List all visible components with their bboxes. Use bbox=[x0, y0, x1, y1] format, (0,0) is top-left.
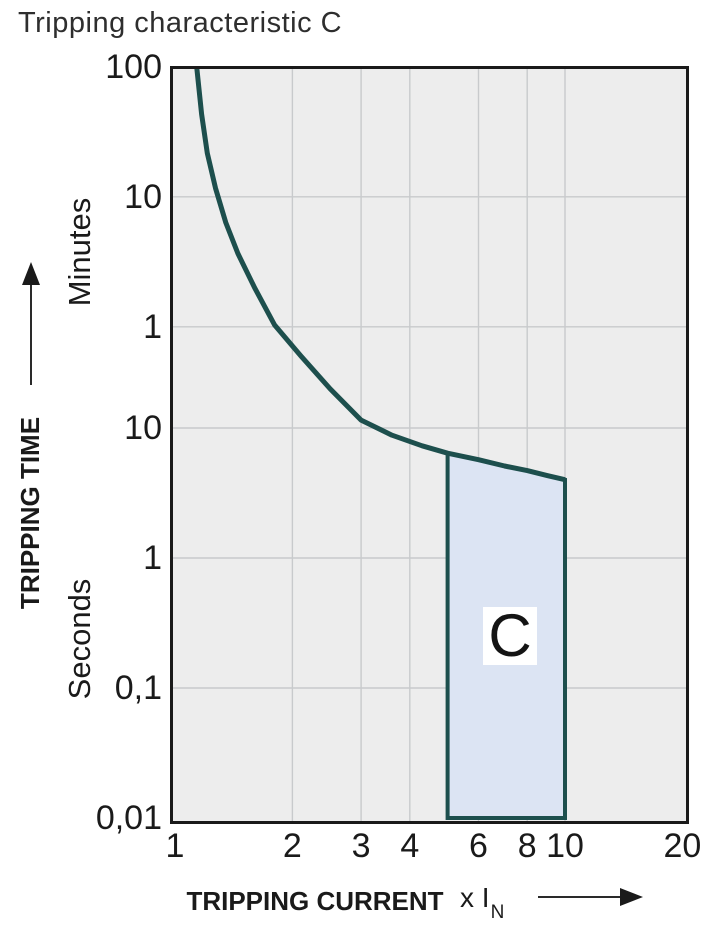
y-tick-label: 1 bbox=[143, 307, 162, 346]
x-axis-arrow-shaft bbox=[538, 896, 622, 898]
y-tick-label: 1 bbox=[143, 539, 162, 577]
x-axis-unit-subscript: N bbox=[490, 901, 505, 923]
y-tick-label: 10 bbox=[124, 177, 162, 216]
x-tick-label: 10 bbox=[546, 827, 584, 865]
x-tick-label: 1 bbox=[165, 827, 185, 865]
x-axis-unit-text: x I bbox=[460, 882, 490, 913]
y-tick-label: 0,01 bbox=[95, 799, 162, 837]
up-arrow-icon bbox=[22, 262, 40, 285]
y-axis-ticks: 100 10 1 10 1 0,1 0,01 bbox=[0, 0, 162, 928]
x-tick-label: 6 bbox=[469, 827, 488, 865]
region-label-box: C bbox=[483, 602, 537, 669]
x-tick-label: 2 bbox=[282, 827, 302, 865]
x-tick-label: 20 bbox=[663, 827, 702, 865]
x-axis-title: TRIPPING CURRENT bbox=[186, 886, 444, 916]
x-tick-label: 4 bbox=[400, 827, 420, 865]
tripping-curve-line bbox=[194, 69, 566, 483]
y-axis-arrow-shaft bbox=[30, 284, 32, 385]
x-axis-unit: x IN bbox=[460, 882, 505, 925]
y-tick-label: 100 bbox=[105, 47, 162, 86]
x-tick-label: 3 bbox=[351, 827, 371, 865]
plot-area: C bbox=[173, 69, 686, 821]
y-tick-label: 10 bbox=[124, 409, 162, 447]
x-tick-label: 8 bbox=[517, 827, 537, 865]
chart-title: Tripping characteristic C bbox=[18, 7, 343, 39]
y-tick-label: 0,1 bbox=[114, 669, 162, 707]
right-arrow-icon bbox=[620, 888, 643, 906]
tripping-curve-chart bbox=[173, 69, 686, 821]
region-label: C bbox=[488, 602, 532, 669]
